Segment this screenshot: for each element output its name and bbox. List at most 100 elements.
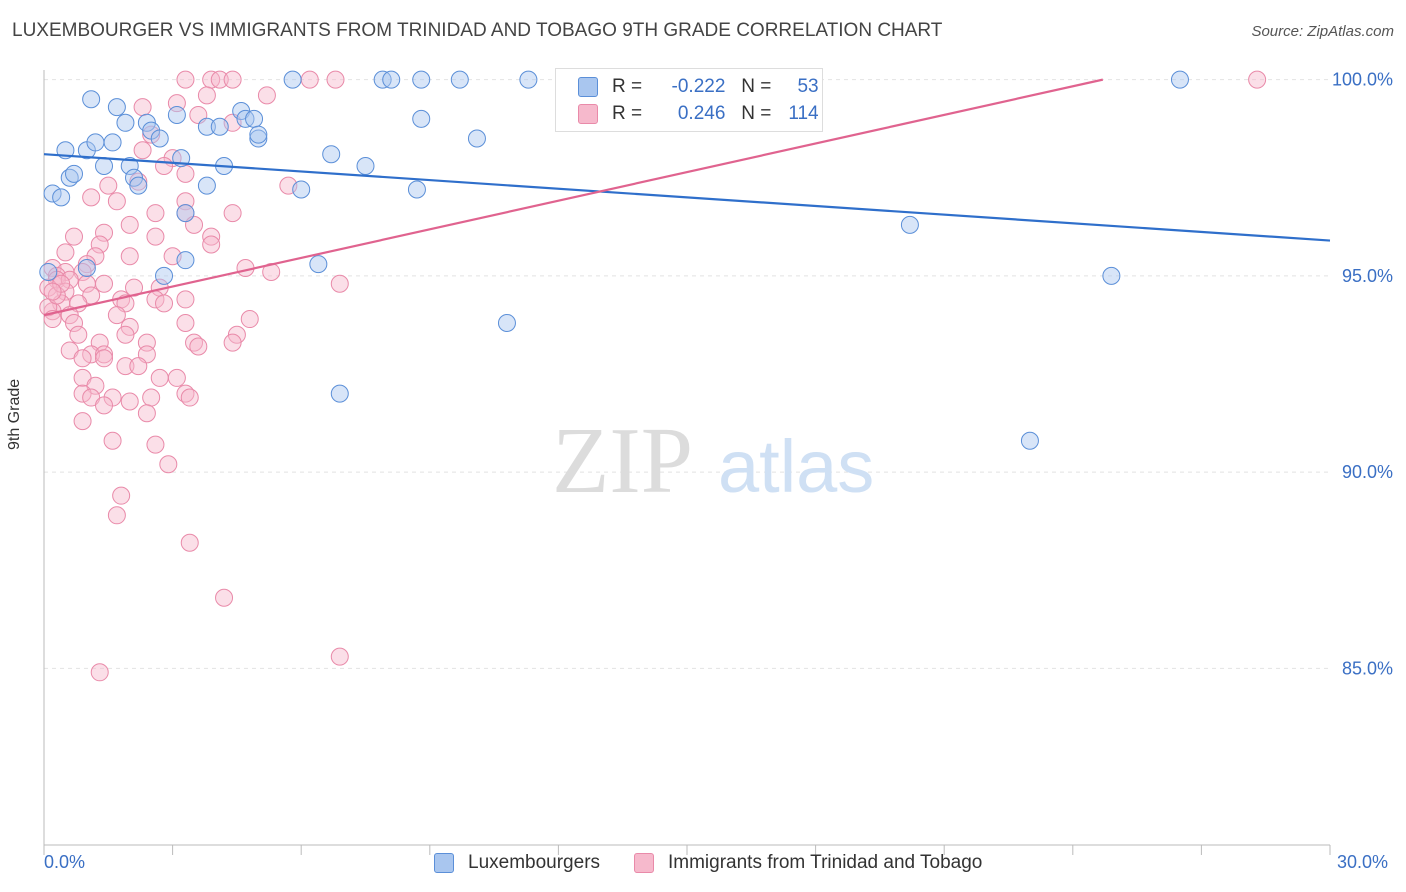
- legend-n-value: 53: [797, 76, 819, 97]
- point-luxembourgers: [150, 129, 169, 148]
- point-immigrants: [73, 384, 92, 403]
- point-immigrants: [180, 533, 199, 552]
- point-immigrants: [60, 270, 79, 289]
- point-immigrants: [133, 98, 152, 117]
- point-luxembourgers: [900, 215, 919, 234]
- point-immigrants: [133, 141, 152, 160]
- point-immigrants: [116, 325, 135, 344]
- point-luxembourgers: [382, 70, 401, 89]
- point-luxembourgers: [107, 98, 126, 117]
- point-luxembourgers: [210, 117, 229, 136]
- x-tick-label-min: 0.0%: [44, 852, 86, 872]
- point-luxembourgers: [43, 184, 62, 203]
- point-luxembourgers: [120, 156, 139, 175]
- legend-n-value: 114: [788, 103, 819, 124]
- point-luxembourgers: [450, 70, 469, 89]
- legend-n-label: N =: [741, 103, 772, 124]
- watermark-atlas: atlas: [718, 425, 874, 508]
- point-immigrants: [116, 357, 135, 376]
- point-immigrants: [137, 404, 156, 423]
- point-luxembourgers: [292, 180, 311, 199]
- point-immigrants: [107, 306, 126, 325]
- series-luxembourgers-points: [39, 70, 1189, 450]
- point-luxembourgers: [283, 70, 302, 89]
- trend-lines: [43, 78, 1331, 317]
- point-luxembourgers: [1102, 266, 1121, 285]
- point-luxembourgers: [155, 266, 174, 285]
- point-immigrants: [176, 70, 195, 89]
- point-immigrants: [90, 663, 109, 682]
- legend-r-value: -0.222: [671, 76, 726, 97]
- legend-swatch-pink: [578, 104, 598, 124]
- point-immigrants: [155, 294, 174, 313]
- legend-swatch-pink: [634, 853, 654, 873]
- point-immigrants: [326, 70, 345, 89]
- point-immigrants: [215, 588, 234, 607]
- point-immigrants: [73, 349, 92, 368]
- legend-row-luxembourgers: R = -0.222 N = 53: [578, 74, 819, 100]
- point-luxembourgers: [65, 164, 84, 183]
- point-luxembourgers: [129, 176, 148, 195]
- point-immigrants: [95, 274, 114, 293]
- point-luxembourgers: [103, 133, 122, 152]
- point-immigrants: [120, 215, 139, 234]
- point-luxembourgers: [167, 105, 186, 124]
- point-luxembourgers: [86, 133, 105, 152]
- x-tick-label-max: 30.0%: [1337, 852, 1389, 872]
- point-immigrants: [176, 313, 195, 332]
- chart-title: LUXEMBOURGER VS IMMIGRANTS FROM TRINIDAD…: [12, 20, 943, 41]
- legend-swatch-blue: [434, 853, 454, 873]
- y-tick-label: 85.0%: [1342, 658, 1393, 678]
- point-luxembourgers: [39, 262, 58, 281]
- legend-row-immigrants: R = 0.246 N = 114: [578, 101, 819, 127]
- point-luxembourgers: [1170, 70, 1189, 89]
- stats-legend: R = -0.222 N = 53 R = 0.246 N = 114: [555, 68, 823, 132]
- point-immigrants: [82, 188, 101, 207]
- point-immigrants: [99, 176, 118, 195]
- point-luxembourgers: [407, 180, 426, 199]
- point-luxembourgers: [176, 204, 195, 223]
- point-immigrants: [69, 325, 88, 344]
- legend-swatch-blue: [578, 77, 598, 97]
- point-immigrants: [300, 70, 319, 89]
- y-tick-label: 100.0%: [1332, 70, 1393, 90]
- point-immigrants: [95, 223, 114, 242]
- axes: [43, 70, 1331, 855]
- point-luxembourgers: [95, 156, 114, 175]
- legend-r-label: R =: [612, 103, 643, 124]
- point-immigrants: [223, 333, 242, 352]
- point-immigrants: [142, 388, 161, 407]
- point-immigrants: [56, 243, 75, 262]
- point-luxembourgers: [497, 313, 516, 332]
- point-immigrants: [95, 349, 114, 368]
- point-immigrants: [202, 227, 221, 246]
- bottom-legend: Luxembourgers Immigrants from Trinidad a…: [0, 852, 1406, 878]
- bottom-legend-label: Immigrants from Trinidad and Tobago: [668, 852, 983, 873]
- point-immigrants: [167, 368, 186, 387]
- point-immigrants: [330, 274, 349, 293]
- point-immigrants: [73, 412, 92, 431]
- point-luxembourgers: [176, 251, 195, 270]
- point-immigrants: [210, 70, 229, 89]
- legend-r-label: R =: [612, 76, 643, 97]
- point-luxembourgers: [249, 129, 268, 148]
- point-luxembourgers: [1020, 431, 1039, 450]
- trend-line-immigrants: [43, 78, 1104, 317]
- point-immigrants: [159, 455, 178, 474]
- point-immigrants: [142, 125, 161, 144]
- point-immigrants: [197, 86, 216, 105]
- point-immigrants: [1248, 70, 1267, 89]
- point-luxembourgers: [309, 255, 328, 274]
- point-immigrants: [107, 506, 126, 525]
- point-immigrants: [330, 647, 349, 666]
- point-immigrants: [223, 70, 242, 89]
- legend-r-value: 0.246: [677, 103, 726, 124]
- bottom-legend-label: Luxembourgers: [468, 852, 601, 873]
- point-immigrants: [150, 368, 169, 387]
- point-immigrants: [90, 235, 109, 254]
- point-luxembourgers: [356, 156, 375, 175]
- point-luxembourgers: [330, 384, 349, 403]
- point-luxembourgers: [245, 109, 264, 128]
- y-tick-label: 90.0%: [1342, 462, 1393, 482]
